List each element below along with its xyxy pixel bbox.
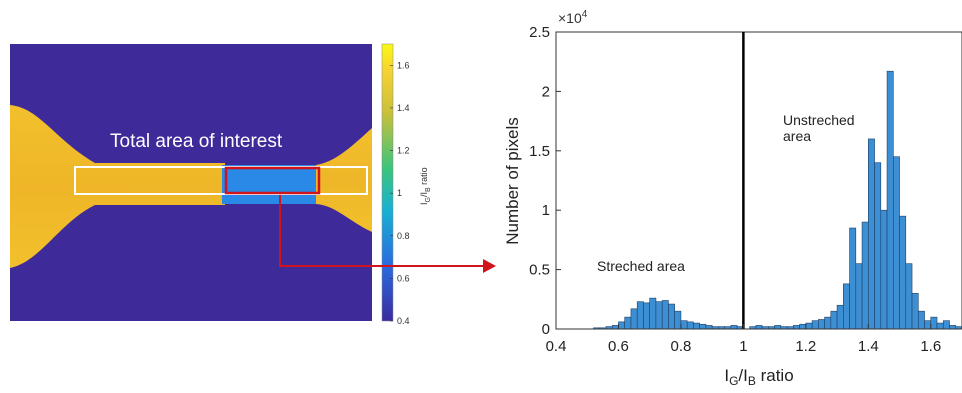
colorbar-tick-label: 1 (397, 188, 402, 198)
image-panel: Total area of interest (10, 44, 372, 321)
y-tick-label: 2.5 (529, 24, 550, 41)
y-multiplier: ×104 (558, 9, 588, 26)
overlay-label: Total area of interest (110, 131, 283, 152)
histogram-bar (880, 209, 888, 330)
connector-arrow (279, 195, 496, 273)
histogram-bar (693, 322, 700, 330)
histogram-bar (930, 316, 938, 330)
annotation-unstreched: Unstreched (783, 112, 855, 128)
histogram-bar (793, 325, 800, 330)
x-tick-label: 0.4 (546, 338, 567, 355)
histogram-bar (624, 316, 632, 330)
stretched-area-box (224, 166, 321, 195)
x-tick-label: 1.4 (858, 338, 879, 355)
x-tick-label: 1 (739, 338, 747, 355)
histogram-bar (917, 310, 925, 330)
y-tick-label: 2 (542, 83, 550, 100)
colorbar-tick-label: 0.8 (397, 231, 410, 241)
x-tick-label: 0.6 (608, 338, 629, 355)
arrowhead (483, 259, 496, 273)
histogram-bar (643, 302, 650, 330)
histogram-bar (836, 304, 844, 330)
colorbar-tick-label: 1.2 (397, 146, 410, 156)
histogram-bar (674, 310, 682, 330)
specimen-shape (10, 105, 225, 268)
plot-frame (555, 31, 962, 330)
specimen-right-grip (316, 128, 372, 232)
x-tick-label: 1.6 (920, 338, 941, 355)
x-tick-label: 0.8 (670, 338, 691, 355)
y-tick-label: 0.5 (529, 262, 550, 279)
histogram-bar (649, 297, 657, 330)
histogram-bar (774, 325, 782, 330)
histogram-bar (686, 321, 694, 330)
x-axis-label: IG/IB ratio (724, 366, 793, 388)
colorbar-tick-label: 1.6 (397, 60, 410, 70)
x-tick-label: 1.2 (795, 338, 816, 355)
colorbar-label: IG/IB ratio (419, 167, 432, 205)
arrow-line (279, 195, 483, 267)
histogram-bar (886, 70, 894, 330)
histogram-bars (593, 70, 962, 330)
histogram-bar (949, 325, 957, 330)
histogram-bar (730, 325, 738, 330)
histogram-bar (699, 323, 707, 330)
annotation-area: area (783, 128, 811, 144)
histogram-bar (824, 316, 832, 330)
y-tick-label: 1 (542, 202, 550, 219)
histogram-bar (705, 325, 713, 330)
histogram-bar (805, 322, 813, 330)
histogram-bar (892, 156, 900, 330)
y-ticks: 0 0.5 1 1.5 2 2.5 (529, 24, 561, 338)
histogram-bar (611, 325, 619, 330)
histogram-bar (899, 215, 907, 330)
y-tick-label: 0 (542, 321, 550, 338)
histogram-bar (942, 320, 950, 330)
specimen-neck (222, 165, 330, 204)
histogram-bar (799, 323, 807, 330)
histogram-bar (655, 301, 663, 330)
histogram-bar (618, 321, 626, 330)
histogram: 0.4 0.6 0.8 1 1.2 1.4 1.6 0 0.5 1 1.5 2 2.5 ×104 Nu… (503, 9, 962, 388)
histogram-bar (636, 301, 644, 330)
colorbar: 1.6 1.4 1.2 1 0.8 0.6 0.4 IG/IB ratio (381, 43, 432, 326)
histogram-bar (668, 303, 675, 330)
colorbar-gradient (381, 43, 394, 322)
histogram-bar (843, 283, 850, 330)
y-axis-label: Number of pixels (503, 117, 522, 245)
histogram-bar (830, 310, 838, 330)
colorbar-tick-label: 0.6 (397, 273, 410, 283)
histogram-bar (849, 227, 857, 330)
histogram-bar (855, 263, 863, 330)
histogram-bar (911, 293, 919, 330)
histogram-bar (755, 325, 763, 330)
histogram-bar (874, 162, 882, 330)
y-tick-label: 1.5 (529, 143, 550, 160)
histogram-bar (924, 320, 932, 330)
histogram-bar (811, 320, 819, 330)
histogram-bar (905, 263, 913, 330)
colorbar-tick-label: 1.4 (397, 103, 410, 113)
histogram-bar (661, 300, 669, 330)
colorbar-ticks: 1.6 1.4 1.2 1 0.8 0.6 0.4 (390, 60, 410, 326)
x-ticks: 0.4 0.6 0.8 1 1.2 1.4 1.6 (546, 324, 941, 355)
histogram-bar (936, 322, 944, 330)
histogram-bar (861, 221, 869, 330)
annotation-streched-area: Streched area (597, 258, 685, 274)
total-area-box (74, 166, 368, 195)
histogram-bar (868, 138, 875, 330)
histogram-bar (680, 320, 688, 330)
histogram-bar (818, 319, 825, 330)
colorbar-tick-label: 0.4 (397, 316, 410, 326)
histogram-bar (630, 308, 638, 330)
